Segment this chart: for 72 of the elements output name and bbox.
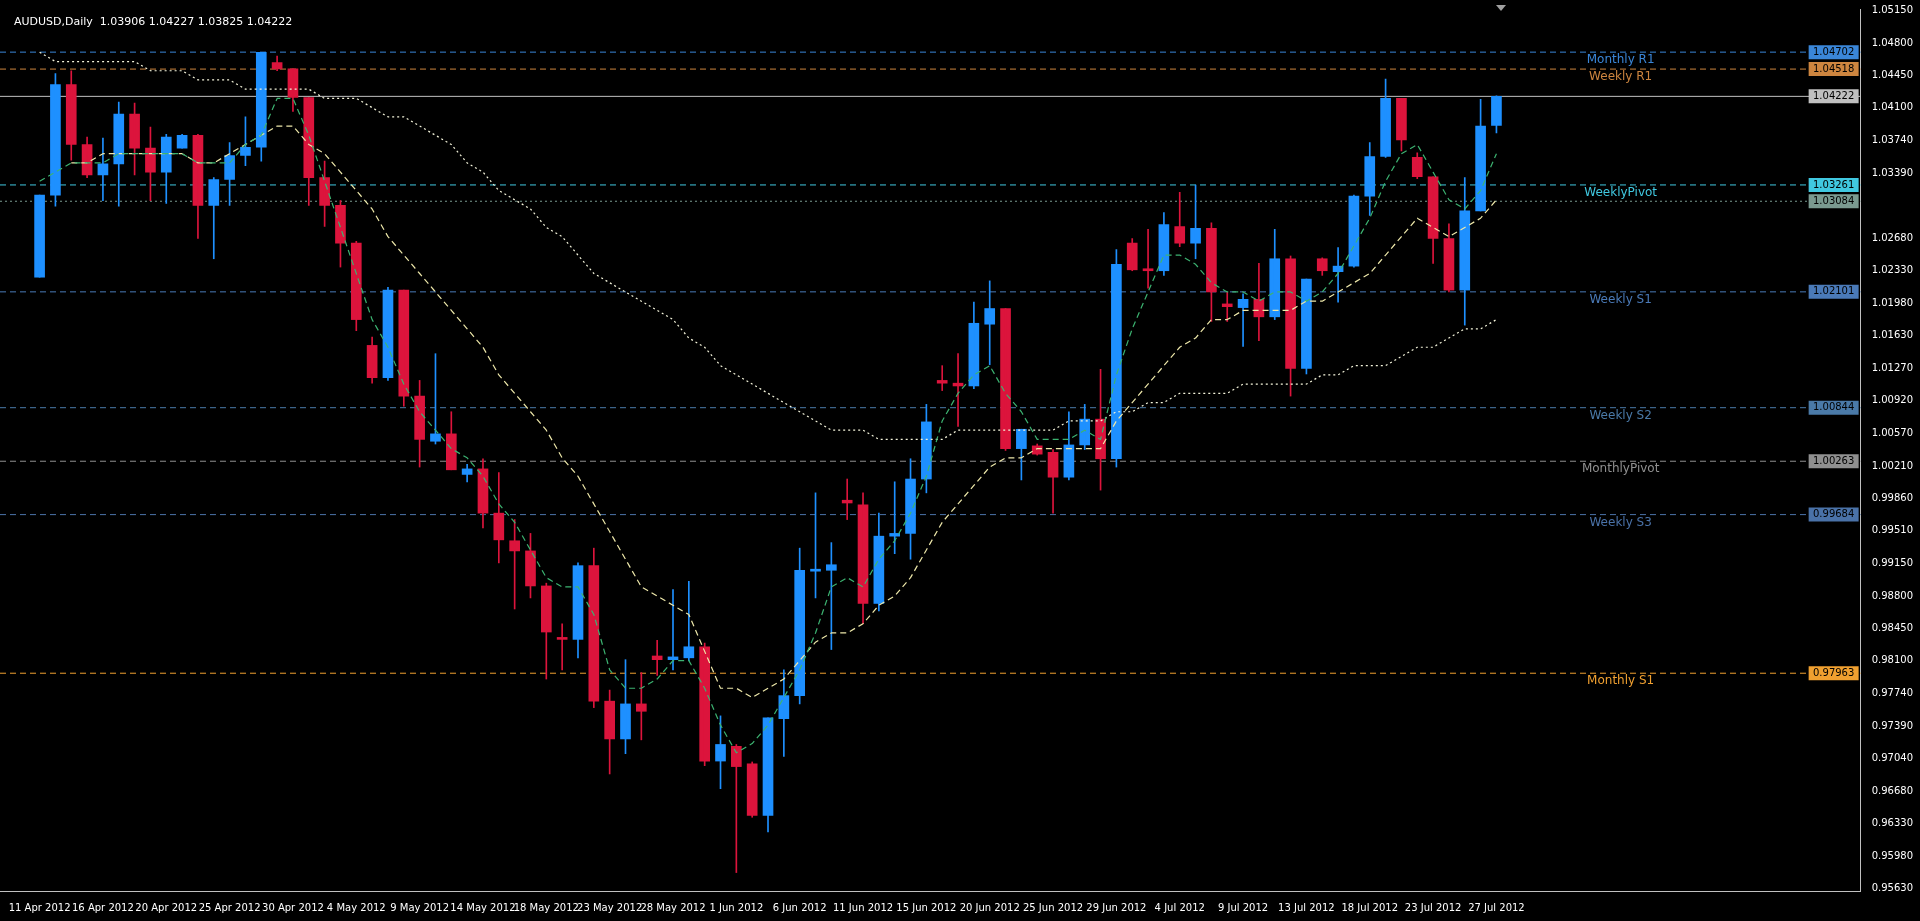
text: AUDUSD,Daily 1.03906 1.04227 1.03825 1.04222 [14, 15, 293, 29]
y-tick-label: 0.99150 [1871, 557, 1914, 569]
x-tick-label: 1 Jun 2012 [709, 901, 764, 913]
y-tick-label: 0.96330 [1871, 817, 1914, 829]
y-tick-label: 1.04100 [1871, 101, 1914, 113]
x-tick-label: 6 Jun 2012 [772, 901, 827, 913]
y-tick-label: 1.03390 [1871, 166, 1914, 178]
ref-line-label: Monthly R1 [1586, 52, 1655, 67]
x-tick-label: 18 Jul 2012 [1341, 901, 1399, 913]
annotation: 1.04222 [1812, 89, 1855, 101]
y-tick-label: 0.98800 [1871, 589, 1914, 601]
annotation: 0.97963 [1812, 666, 1855, 678]
ref-line-label: WeeklyPivot [1584, 185, 1658, 200]
annotation: 1.03084 [1812, 194, 1855, 206]
y-tick-label: 1.03740 [1871, 134, 1914, 146]
y-tick-label: 1.01630 [1871, 328, 1914, 340]
y-tick-label: 0.99860 [1871, 491, 1914, 503]
y-tick-label: 0.97390 [1871, 719, 1914, 731]
ref-line-label: MonthlyPivot [1581, 461, 1660, 476]
x-tick-label: 20 Jun 2012 [959, 901, 1020, 913]
x-tick-label: 25 Jun 2012 [1022, 901, 1084, 913]
y-tick-label: 0.99510 [1871, 524, 1914, 536]
x-tick-label: 20 Apr 2012 [135, 901, 198, 913]
y-tick-label: 0.95980 [1871, 849, 1914, 861]
y-tick-label: 1.01980 [1871, 296, 1914, 308]
x-tick-label: 4 May 2012 [326, 901, 386, 913]
x-tick-label: 11 Apr 2012 [8, 901, 71, 913]
y-tick-label: 1.00210 [1871, 459, 1914, 471]
y-tick-label: 0.96680 [1871, 785, 1914, 797]
y-tick-label: 1.00920 [1871, 394, 1914, 406]
x-tick-label: 13 Jul 2012 [1278, 901, 1335, 913]
candlestick [889, 481, 901, 555]
y-tick-label: 0.98450 [1871, 621, 1914, 633]
annotation: 1.03261 [1812, 178, 1855, 190]
ref-line-label: Weekly S3 [1589, 514, 1652, 529]
x-tick-label: 27 Jul 2012 [1468, 901, 1525, 913]
x-tick-label: 23 Jul 2012 [1404, 901, 1462, 913]
y-tick-label: 1.02330 [1871, 264, 1914, 276]
y-tick-label: 1.05150 [1871, 4, 1914, 16]
x-tick-label: 16 Apr 2012 [72, 901, 134, 913]
annotation: 1.02101 [1812, 285, 1855, 297]
y-tick-label: 1.04450 [1871, 68, 1914, 80]
y-tick-label: 0.98100 [1871, 654, 1914, 666]
annotation: 1.04702 [1812, 45, 1855, 57]
annotation: 1.04518 [1812, 62, 1855, 74]
x-tick-label: 30 Apr 2012 [262, 901, 324, 913]
x-tick-label: 29 Jun 2012 [1086, 901, 1147, 913]
ref-line-label: Weekly S2 [1589, 407, 1652, 422]
annotation: 1.00844 [1812, 401, 1855, 413]
annotation: 1.00263 [1812, 454, 1855, 466]
ref-line-label: Monthly S1 [1587, 673, 1655, 688]
x-tick-label: 4 Jul 2012 [1154, 901, 1205, 913]
x-tick-label: 14 May 2012 [450, 901, 516, 913]
y-tick-label: 1.04800 [1871, 36, 1914, 48]
y-tick-label: 1.02680 [1871, 232, 1914, 244]
x-tick-label: 23 May 2012 [577, 901, 643, 913]
candlestick [936, 365, 948, 391]
x-tick-label: 25 Apr 2012 [198, 901, 261, 913]
ref-line-label: Weekly R1 [1589, 69, 1653, 84]
ref-line-label: Weekly S1 [1589, 291, 1652, 306]
y-tick-label: 0.95630 [1871, 881, 1914, 893]
y-tick-label: 0.97040 [1871, 751, 1914, 763]
y-tick-label: 1.01270 [1871, 362, 1914, 374]
y-tick-label: 1.00570 [1871, 426, 1914, 438]
annotation: 0.99684 [1812, 508, 1855, 520]
x-tick-label: 9 Jul 2012 [1217, 901, 1269, 913]
candlestick [176, 134, 188, 149]
x-tick-label: 9 May 2012 [390, 901, 450, 913]
y-tick-label: 0.97740 [1871, 687, 1914, 699]
x-tick-label: 15 Jun 2012 [896, 901, 957, 913]
x-tick-label: 11 Jun 2012 [832, 901, 894, 913]
x-tick-label: 28 May 2012 [640, 901, 706, 913]
